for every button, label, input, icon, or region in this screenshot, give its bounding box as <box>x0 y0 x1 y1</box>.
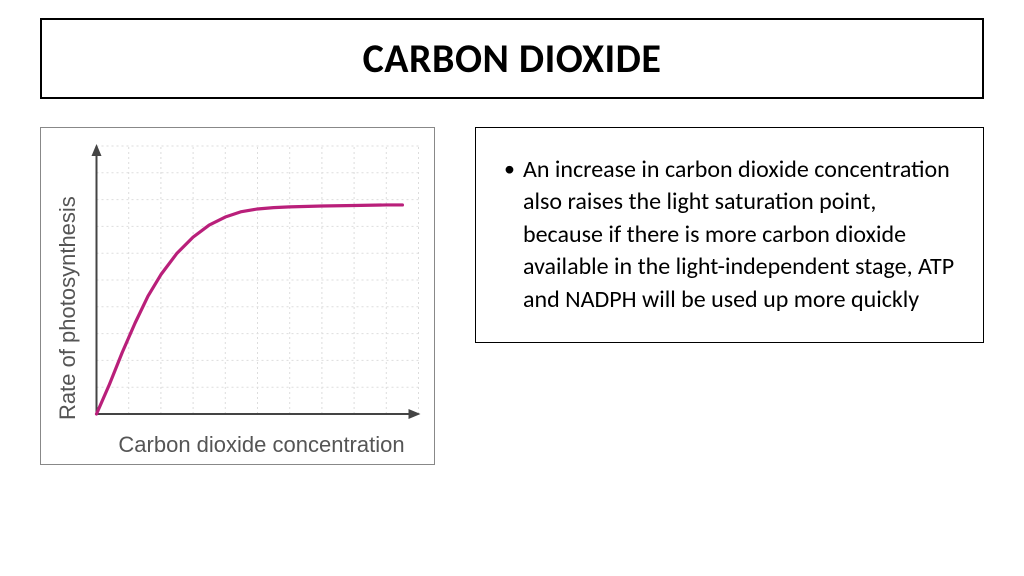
content-row: Rate of photosynthesis Carbon dioxide co… <box>40 127 984 465</box>
bullet-dot-icon: • <box>504 154 515 316</box>
chart-x-axis-label: Carbon dioxide concentration <box>81 432 424 458</box>
text-panel: • An increase in carbon dioxide concentr… <box>475 127 984 343</box>
chart-y-axis-label: Rate of photosynthesis <box>51 138 81 458</box>
plot-wrap: Carbon dioxide concentration <box>81 138 424 458</box>
slide-title: CARBON DIOXIDE <box>42 34 982 83</box>
curve-chart <box>81 138 424 428</box>
chart-panel: Rate of photosynthesis Carbon dioxide co… <box>40 127 435 465</box>
bullet-text: An increase in carbon dioxide concentrat… <box>523 154 955 316</box>
bullet-item: • An increase in carbon dioxide concentr… <box>504 154 955 316</box>
chart-inner: Rate of photosynthesis Carbon dioxide co… <box>51 138 424 458</box>
title-container: CARBON DIOXIDE <box>40 18 984 99</box>
